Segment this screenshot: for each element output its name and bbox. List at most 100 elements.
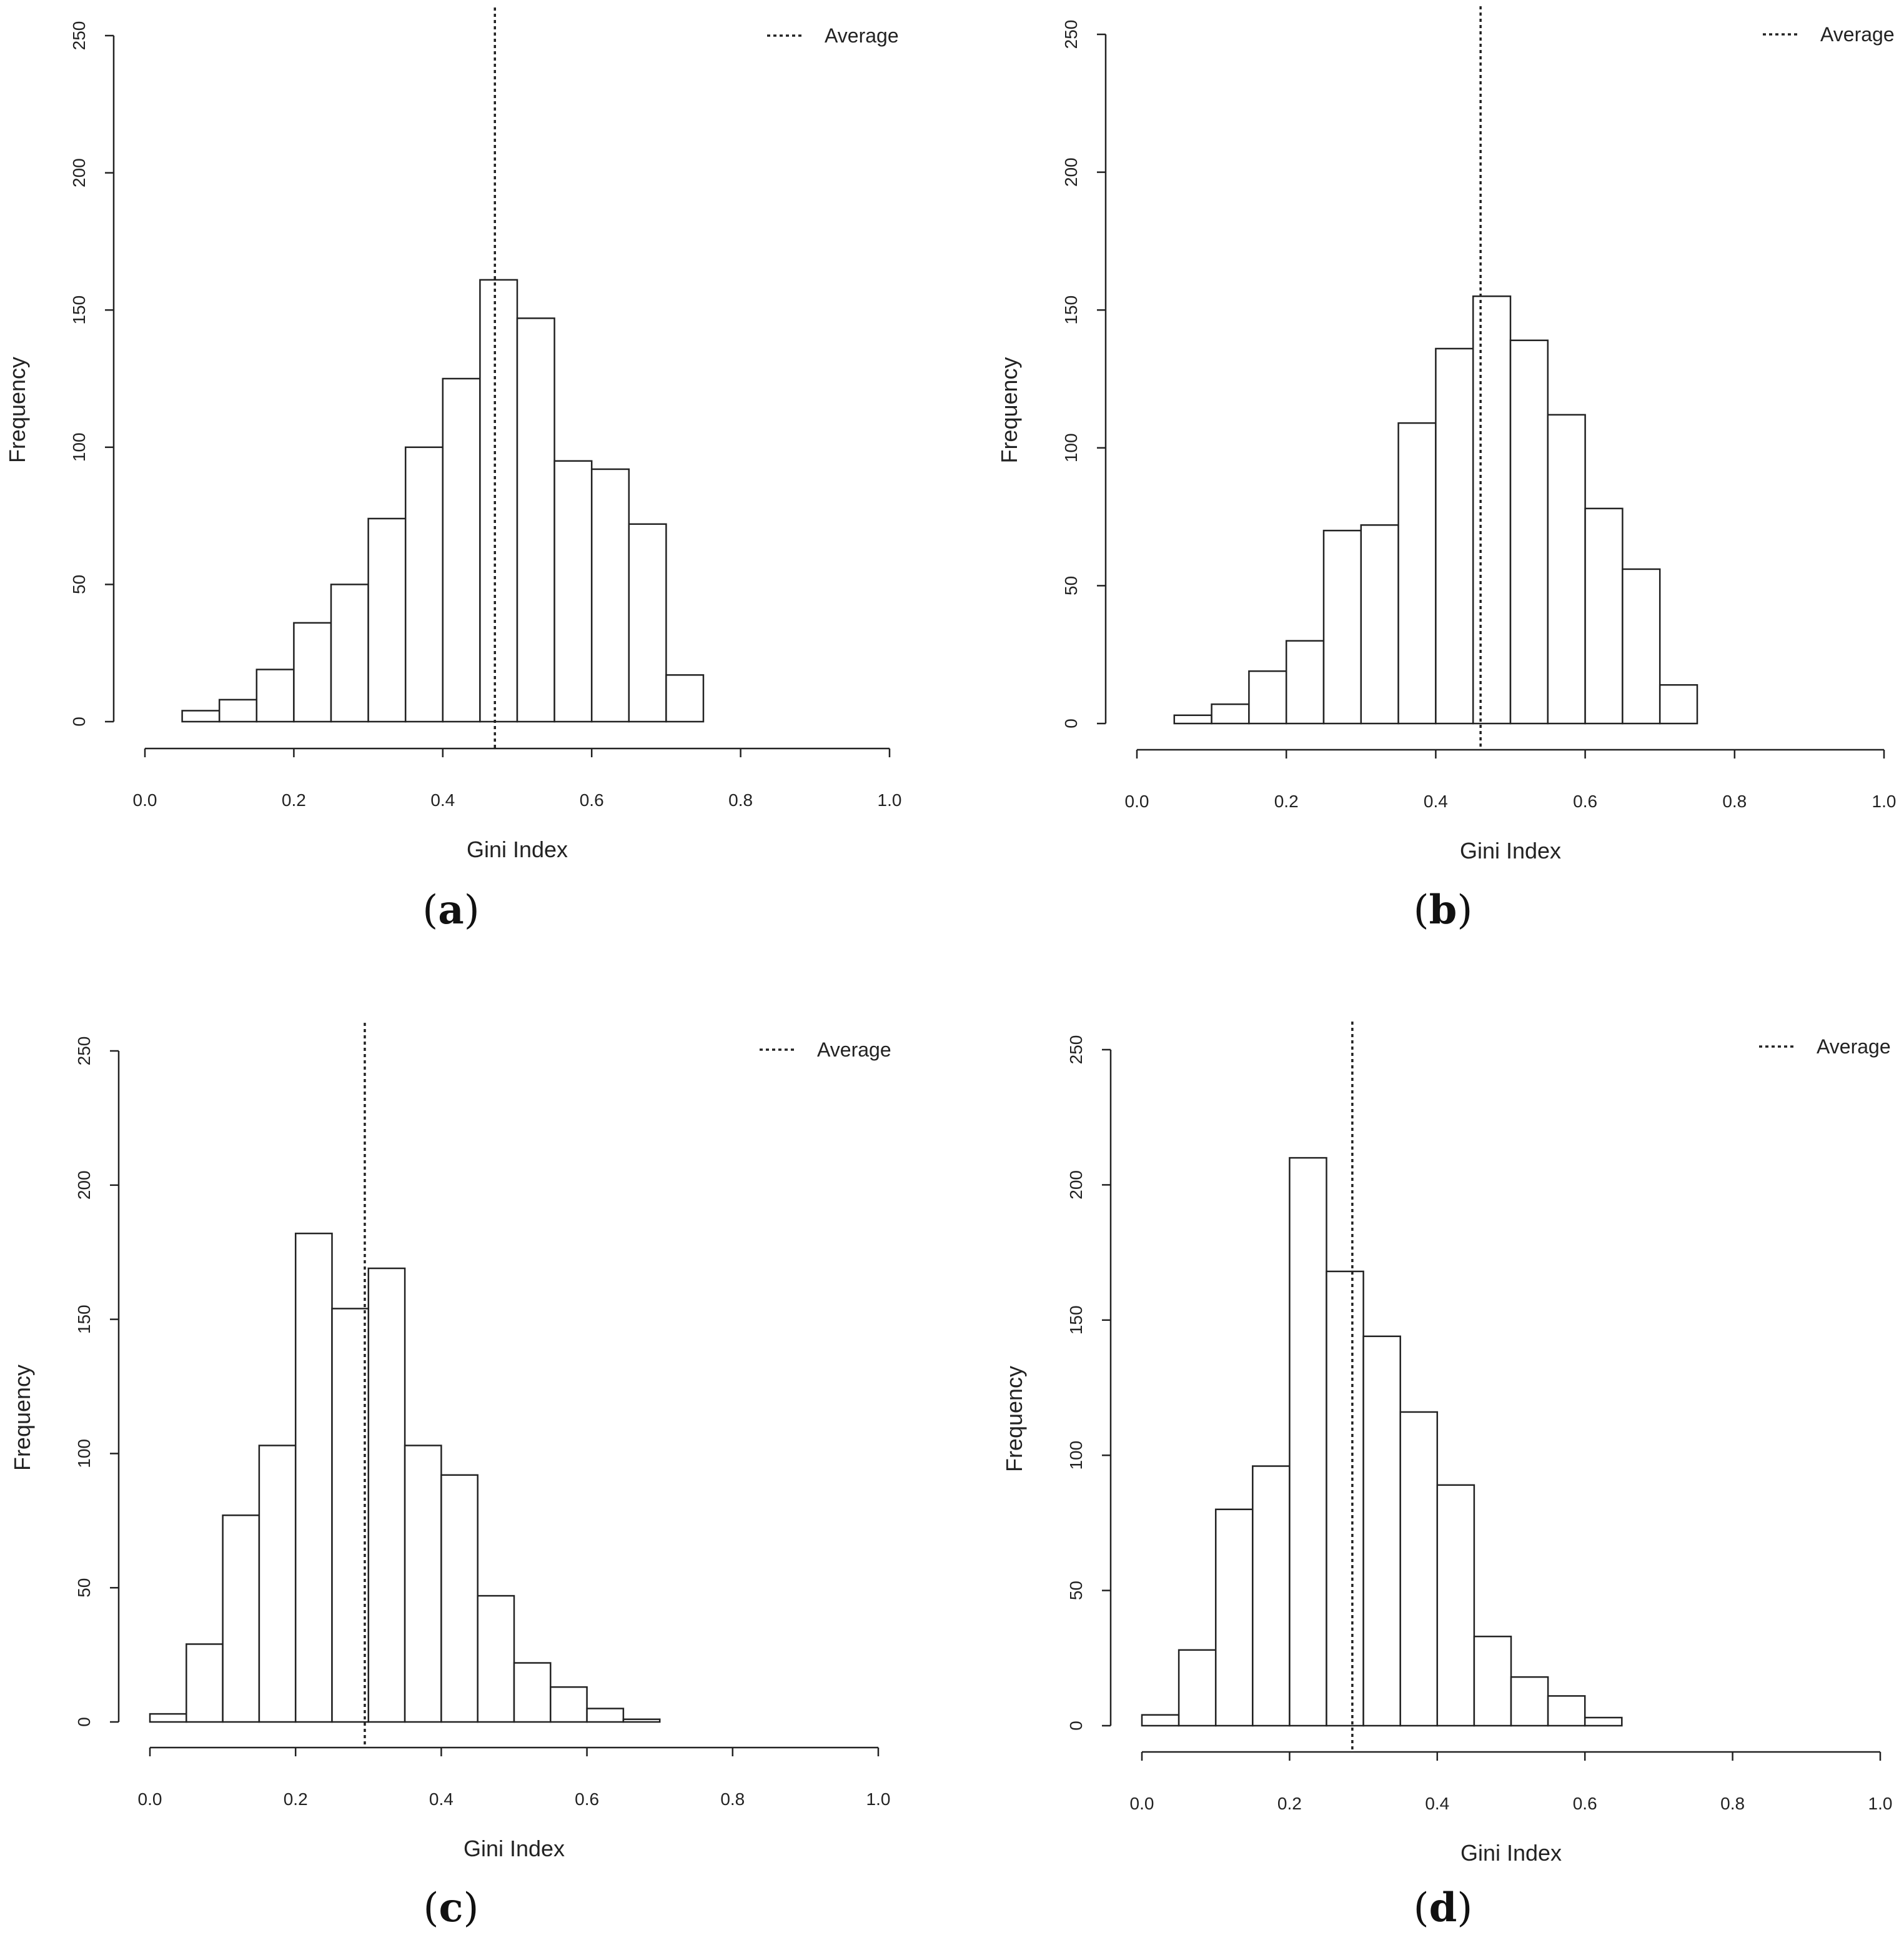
histogram-bar: [1360, 524, 1399, 725]
x-tick-label: 0.0: [133, 790, 157, 810]
histogram-bar: [665, 674, 705, 723]
panel-label-letter: a: [438, 887, 464, 933]
panel-label-close-paren: ): [1457, 1885, 1472, 1931]
histogram-bar: [294, 1232, 333, 1723]
y-tick-label: 200: [1066, 1170, 1086, 1200]
histogram-bar: [1326, 1270, 1364, 1727]
histogram-bar: [404, 1445, 442, 1723]
legend-average-label: Average: [825, 24, 899, 47]
histogram-bar: [1472, 295, 1512, 725]
histogram-bar: [1584, 507, 1624, 725]
histogram-bar: [255, 669, 295, 723]
y-tick-label: 250: [1061, 20, 1081, 49]
legend-average-label: Average: [817, 1038, 891, 1061]
histogram-bar: [258, 1445, 297, 1723]
x-tick-label: 0.8: [720, 1789, 745, 1809]
x-tick-label: 0.8: [728, 790, 753, 810]
x-axis-title: Gini Index: [1460, 838, 1561, 863]
panel-label-open-paren: (: [424, 1885, 439, 1931]
y-axis-title: Frequency: [9, 1365, 35, 1471]
histogram-bar: [367, 517, 407, 723]
panel-a: 0 50 100 150 200 250 0.0 0.2 0.4 0.6 0.8 1.0 Gini In…: [4, 7, 901, 933]
histogram-bar: [1214, 1508, 1254, 1727]
panel-label-close-paren: ): [463, 1885, 478, 1931]
y-tick-label: 250: [69, 21, 89, 51]
histogram-bar: [331, 1308, 370, 1723]
histogram-bar: [186, 1643, 224, 1723]
x-axis-title: Gini Index: [464, 1836, 565, 1861]
x-tick-label: 1.0: [1872, 792, 1897, 811]
histogram-bar: [1285, 640, 1325, 725]
histogram-bar: [181, 710, 221, 723]
histogram-bar: [628, 523, 667, 723]
histogram-bar: [1659, 684, 1698, 725]
x-tick-label: 0.2: [284, 1789, 308, 1809]
histogram-bar: [622, 1718, 661, 1723]
histogram-bar: [1211, 703, 1250, 725]
histogram-bar: [516, 317, 555, 723]
y-tick-label: 150: [69, 296, 89, 325]
y-tick-label: 50: [1061, 576, 1081, 595]
x-tick-label: 1.0: [866, 1789, 891, 1809]
y-tick-label: 50: [69, 575, 89, 594]
x-tick-label: 1.0: [878, 790, 902, 810]
y-tick-label: 200: [69, 158, 89, 187]
y-tick-label: 0: [69, 717, 89, 727]
y-tick-label: 50: [74, 1578, 94, 1598]
histogram-bar: [1362, 1335, 1401, 1727]
histogram-bar: [550, 1686, 588, 1723]
y-tick-label: 100: [74, 1439, 94, 1468]
legend-average-label: Average: [1820, 23, 1895, 46]
y-tick-label: 100: [69, 432, 89, 462]
panel-label: (a): [422, 887, 479, 933]
histogram-bar: [1252, 1465, 1291, 1727]
y-tick-label: 50: [1066, 1581, 1086, 1600]
x-tick-label: 0.8: [1720, 1794, 1745, 1813]
y-tick-label: 250: [74, 1037, 94, 1066]
histogram-bar: [1141, 1714, 1180, 1727]
y-tick-label: 100: [1061, 433, 1081, 462]
x-axis-title: Gini Index: [467, 837, 568, 862]
histogram-bar: [477, 1594, 515, 1723]
x-tick-label: 0.6: [1573, 1794, 1597, 1813]
histogram-bar: [222, 1514, 260, 1723]
panel-c: 0 50 100 150 200 250 0.0 0.2 0.4 0.6 0.8 1.0 Gini In…: [9, 1023, 891, 1931]
panel-b: 0 50 100 150 200 250 0.0 0.2 0.4 0.6 0.8 1.0 Gini In…: [996, 6, 1896, 933]
y-tick-label: 100: [1066, 1441, 1086, 1470]
histogram-bar: [1547, 414, 1586, 725]
x-tick-label: 0.2: [1274, 792, 1299, 811]
histogram-bar: [1622, 568, 1661, 725]
panel-label-open-paren: (: [1414, 1885, 1429, 1931]
y-axis-title: Frequency: [4, 357, 30, 463]
histogram-bar: [586, 1708, 625, 1723]
panel-label-letter: b: [1429, 887, 1457, 933]
histogram-bar: [1547, 1695, 1586, 1727]
histogram-bar: [1248, 670, 1287, 725]
histogram-bar: [330, 584, 369, 723]
histogram-bar: [479, 279, 518, 723]
histogram-bar: [1435, 347, 1474, 725]
histogram-bar: [149, 1713, 187, 1723]
histogram-bar: [1322, 529, 1362, 725]
histogram-bar: [1436, 1484, 1475, 1727]
histogram-bar: [1509, 339, 1549, 725]
histogram-bar: [367, 1267, 406, 1723]
y-axis-title: Frequency: [1001, 1366, 1027, 1472]
x-tick-label: 1.0: [1868, 1794, 1893, 1813]
x-tick-label: 0.0: [1125, 792, 1149, 811]
panel-label-open-paren: (: [1414, 887, 1429, 933]
x-tick-label: 0.2: [282, 790, 306, 810]
panel-d: 0 50 100 150 200 250 0.0 0.2 0.4 0.6 0.8 1.0 Gini In…: [1001, 1022, 1892, 1931]
y-tick-label: 250: [1066, 1035, 1086, 1065]
y-tick-label: 0: [1061, 719, 1081, 729]
x-tick-label: 0.4: [429, 1789, 454, 1809]
panel-label: (d): [1414, 1884, 1473, 1931]
x-tick-label: 0.4: [1425, 1794, 1449, 1813]
y-tick-label: 150: [1066, 1305, 1086, 1335]
x-tick-label: 0.2: [1277, 1794, 1302, 1813]
panel-label-close-paren: ): [1457, 887, 1472, 933]
histogram-bar: [1397, 422, 1437, 725]
x-tick-label: 0.4: [430, 790, 455, 810]
histogram-bar: [590, 468, 630, 723]
